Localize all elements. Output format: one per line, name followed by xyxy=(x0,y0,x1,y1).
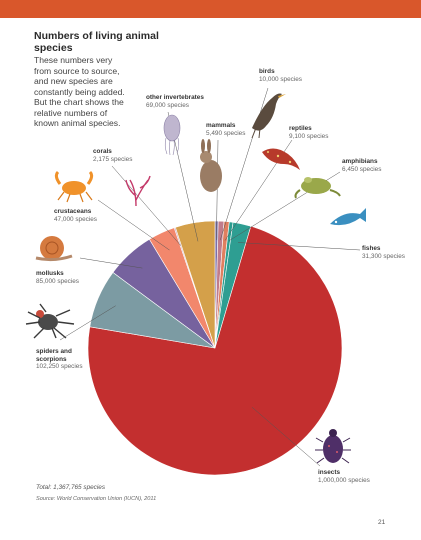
leader-line-mollusks xyxy=(79,257,143,269)
leader-line-corals xyxy=(111,165,181,246)
snail-icon xyxy=(35,236,73,262)
beetle-icon xyxy=(315,429,351,464)
pie-slice-insects xyxy=(87,225,343,476)
leader-line-mammals xyxy=(216,139,219,241)
bird-icon xyxy=(251,93,286,139)
label-spiders-and-scorpions: spiders and scorpions 102,250 species xyxy=(36,348,83,370)
leader-line-birds xyxy=(219,87,269,241)
label-crustaceans: crustaceans 47,000 species xyxy=(54,208,97,223)
intro-text: These numbers very from source to source… xyxy=(34,55,125,128)
leader-line-crustaceans xyxy=(97,199,170,251)
chart-title: Numbers of living animal species xyxy=(34,30,159,54)
page-number: 21 xyxy=(378,519,386,526)
coral-icon xyxy=(125,175,151,207)
lizard-icon xyxy=(262,148,300,170)
label-insects: insects 1,000,000 species xyxy=(318,469,370,484)
label-amphibians: amphibians 6,450 species xyxy=(342,158,382,173)
label-other-invertebrates: other invertebrates 69,000 species xyxy=(146,94,204,109)
label-mollusks: mollusks 85,000 species xyxy=(36,270,79,285)
label-birds: birds 10,000 species xyxy=(259,68,302,83)
header-bar xyxy=(0,0,421,18)
spider-icon xyxy=(25,303,75,339)
label-reptiles: reptiles 9,100 species xyxy=(289,125,329,140)
crab-icon xyxy=(54,170,94,203)
label-mammals: mammals 5,490 species xyxy=(206,122,246,137)
label-corals: corals 2,175 species xyxy=(93,148,133,163)
label-fishes: fishes 31,300 species xyxy=(362,245,405,260)
pie-slice-other-invertebrates xyxy=(175,220,216,349)
frog-icon xyxy=(294,177,341,199)
fish-icon xyxy=(330,208,366,226)
rabbit-icon xyxy=(200,139,222,192)
source-note: Source: World Conservation Union (IUCN),… xyxy=(36,496,157,502)
leader-line-insects xyxy=(251,407,321,467)
total-note: Total: 1,367,765 species xyxy=(36,484,106,491)
leader-line-fishes xyxy=(237,242,361,251)
jellyfish-icon xyxy=(163,114,181,156)
leader-line-spiders-and-scorpions xyxy=(59,305,116,341)
